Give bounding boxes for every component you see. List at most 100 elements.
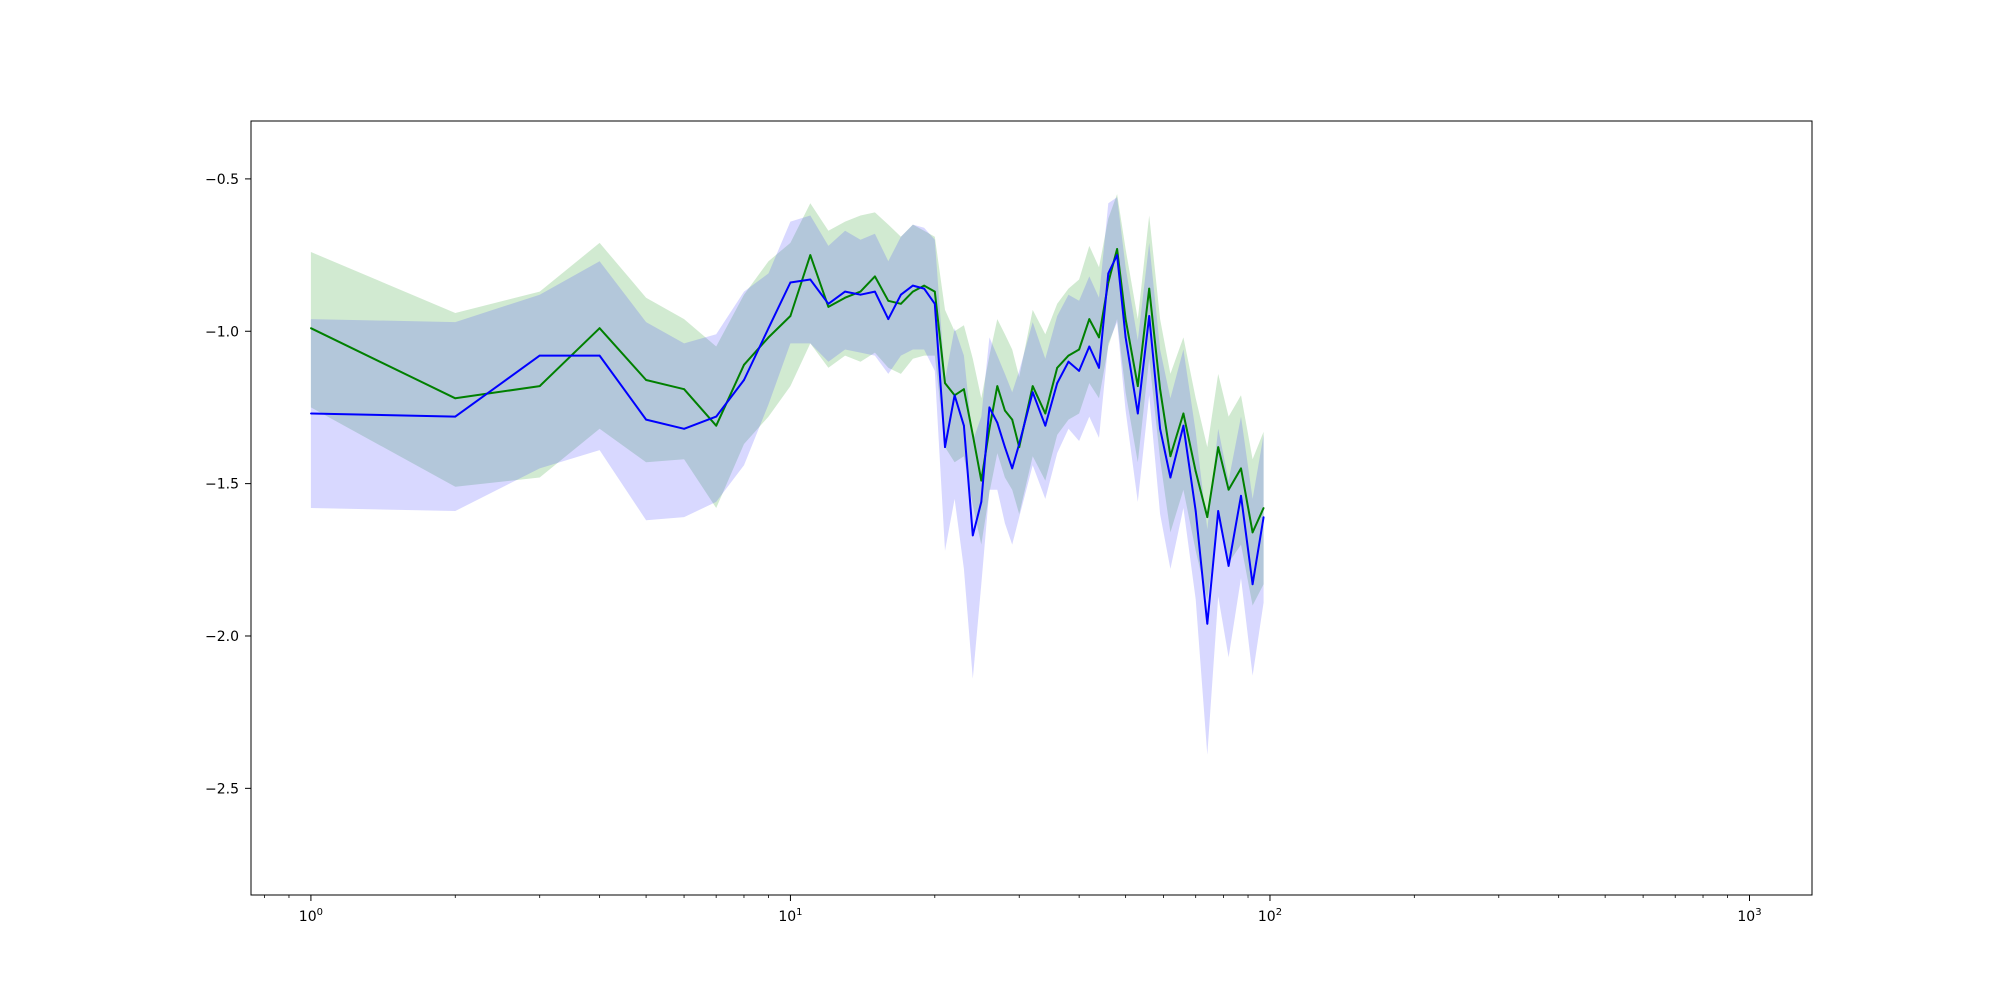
series-2-point (996, 421, 999, 424)
series-2-point (1088, 345, 1091, 348)
series-2-line (310, 254, 1265, 625)
series-2-point (598, 354, 601, 357)
series-1-point (859, 290, 862, 293)
series-2-point (1031, 391, 1034, 394)
series-1-point (715, 424, 718, 427)
series-1-point (1240, 467, 1242, 470)
series-1-point (1124, 318, 1127, 320)
series-2-point (1078, 370, 1080, 372)
series-1-point (900, 302, 902, 305)
series-points (310, 248, 1265, 625)
series-1-point (844, 296, 846, 299)
series-1-point (1116, 248, 1118, 250)
series-1-point (887, 299, 890, 302)
series-2-point (645, 418, 647, 421)
series-2-point (715, 415, 718, 418)
series-2-point (1067, 360, 1070, 363)
series-1-point (683, 388, 685, 391)
series-1-point (538, 385, 541, 387)
series-2-point (1018, 443, 1021, 445)
series-2-point (844, 290, 846, 293)
series-2-point (1098, 366, 1100, 369)
y-tick-label: −1.0 (205, 324, 239, 340)
plot-frame (250, 120, 1813, 896)
series-2-point (1011, 467, 1014, 470)
series-1-point (1182, 412, 1185, 415)
series-1-point (1078, 348, 1080, 351)
series-2-point (944, 446, 946, 448)
series-2-point (963, 424, 965, 427)
series-2-point (538, 354, 541, 357)
series-2-point (912, 284, 914, 287)
series-1-point (1251, 531, 1254, 534)
series-1-point (827, 306, 830, 308)
series-1-point (1148, 287, 1151, 290)
x-tick-label: 103 (1737, 907, 1761, 925)
y-tick-label: −2.5 (205, 781, 239, 797)
series-1-point (1044, 412, 1047, 415)
series-2-point (1227, 565, 1230, 567)
series-1-point (1227, 488, 1230, 491)
series-1-point (874, 275, 876, 278)
series-1-point (1159, 388, 1161, 391)
series-1-point (996, 385, 999, 387)
series-2-point (980, 501, 983, 503)
series-2-point (827, 302, 830, 305)
series-1-point (743, 363, 745, 366)
series-2-point (923, 287, 925, 290)
series-2-point (1159, 427, 1161, 430)
series-2-point (1124, 336, 1127, 339)
series-2-point (743, 379, 745, 381)
x-tick-label: 100 (299, 907, 323, 925)
series-1-point (1107, 281, 1110, 284)
series-1-point (1169, 455, 1172, 458)
series-2-point (1217, 510, 1220, 512)
series-1-point (988, 427, 991, 430)
series-2-point (933, 302, 936, 305)
series-1-point (944, 382, 946, 384)
series-1-point (1194, 470, 1197, 473)
series-1-point (912, 290, 914, 293)
y-tick-label: −2.0 (205, 629, 239, 645)
series-1-point (1056, 366, 1059, 369)
series-1-point (454, 397, 457, 400)
series-2-point (988, 406, 991, 409)
series-1-point (1098, 336, 1100, 339)
series-1-point (971, 434, 974, 436)
series-1-point (1004, 409, 1006, 412)
series-2-point (1251, 583, 1254, 586)
series-bands (310, 194, 1264, 755)
series-2-point (971, 534, 974, 537)
y-tick-label: −0.5 (205, 172, 239, 188)
y-axis: −0.5 −1.0 −1.5 −2.0 −2.5 (205, 172, 251, 797)
series-1-point (789, 315, 792, 317)
series-2-point (874, 290, 876, 293)
series-2-point (1194, 510, 1197, 512)
series-2-point (809, 278, 812, 281)
x-tick-label: 102 (1258, 907, 1282, 925)
series-1-point (809, 254, 812, 256)
series-2-point (789, 281, 792, 284)
series-2-point (887, 318, 890, 320)
series-2-point (1206, 622, 1209, 625)
series-2-point (1182, 424, 1185, 427)
series-1-point (1136, 385, 1139, 387)
y-tick-label: −1.5 (205, 477, 239, 493)
series-2-point (1056, 382, 1059, 384)
series-1-point (598, 327, 601, 330)
series-1-line (310, 248, 1265, 534)
series-2-point (683, 427, 685, 430)
series-1-point (1217, 446, 1220, 448)
series-2-point (953, 394, 956, 397)
series-1-point (923, 284, 925, 287)
series-1-point (1011, 418, 1014, 421)
series-2-band (310, 197, 1264, 755)
series-1-point (963, 388, 965, 391)
series-2-point (454, 415, 457, 418)
series-2-point (1148, 315, 1151, 317)
series-lines (310, 248, 1265, 625)
series-2-point (900, 293, 902, 296)
series-1-point (1018, 446, 1021, 448)
series-1-point (1088, 318, 1091, 320)
series-2-point (1116, 254, 1118, 256)
